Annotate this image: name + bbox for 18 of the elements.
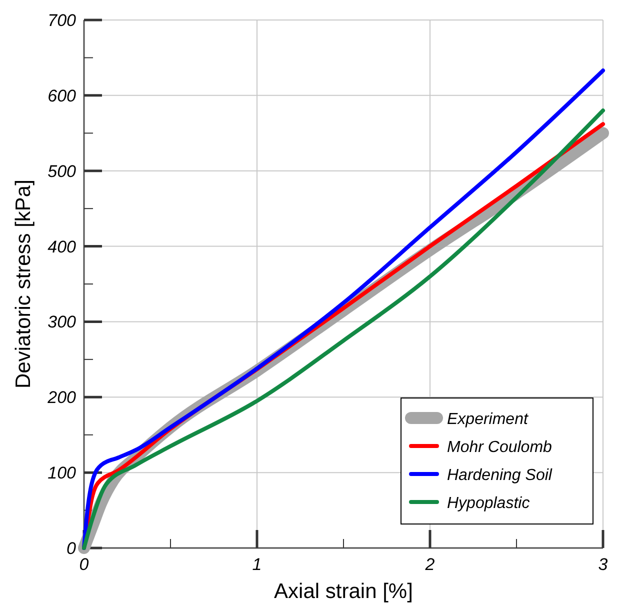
legend-label: Experiment [447,411,528,428]
legend-label: Hardening Soil [447,467,552,484]
y-tick-label: 100 [48,464,77,483]
y-tick-label: 300 [48,312,77,332]
x-tick-label: 3 [598,555,608,574]
x-tick-label: 0 [79,555,90,574]
x-tick-label: 1 [252,555,262,574]
x-axis-title: Axial strain [%] [274,580,413,603]
y-tick-label: 0 [66,539,77,558]
y-axis-title: Deviatoric stress [kPa] [12,180,35,388]
y-tick-label: 500 [48,162,77,181]
y-tick-label: 200 [46,388,77,408]
legend-label: Mohr Coulomb [447,439,552,456]
y-tick-label: 400 [48,237,77,256]
x-tick-label: 2 [424,555,436,574]
legend-label: Hypoplastic [447,495,530,512]
y-tick-label: 700 [48,11,77,30]
y-tick-label: 600 [48,86,77,106]
